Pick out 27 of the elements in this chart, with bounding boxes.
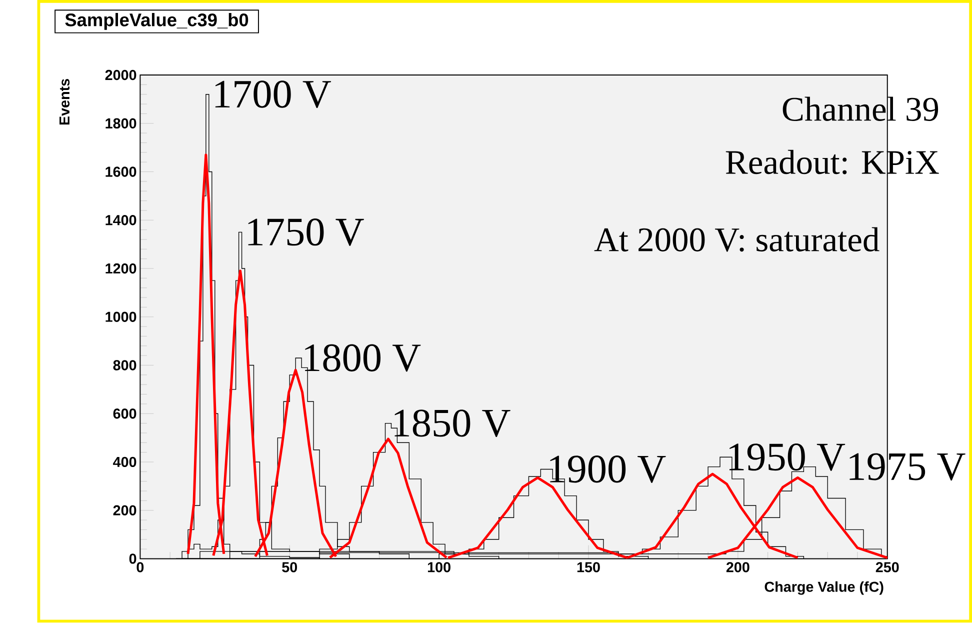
annotation: 1850 V — [394, 410, 510, 438]
y-tick-label: 1800 — [106, 118, 136, 129]
y-tick-label: 2000 — [105, 70, 136, 80]
annotation: 1900 V — [550, 456, 666, 484]
y-tick-label: 1600 — [106, 166, 136, 177]
x-tick-label: 50 — [282, 562, 297, 572]
x-tick-label: 100 — [428, 562, 450, 572]
x-tick-label: 200 — [726, 562, 750, 572]
x-tick-label: 0 — [136, 562, 144, 572]
x-axis-title: Charge Value (fC) — [764, 581, 884, 595]
x-tick-label: 250 — [876, 562, 899, 572]
annotation: 1750 V — [248, 218, 364, 246]
y-tick-label: 0 — [129, 554, 136, 564]
y-tick-label: 600 — [113, 408, 136, 419]
y-tick-label: 400 — [113, 457, 136, 468]
y-tick-label: 1400 — [106, 215, 136, 226]
y-tick-label: 1200 — [106, 264, 136, 274]
chart-title: SampleValue_c39_b0 — [65, 13, 248, 30]
x-tick-label: 150 — [577, 562, 600, 572]
annotation: 1800 V — [305, 344, 421, 372]
annotation: 1950 V — [729, 444, 846, 471]
y-tick-label: 1000 — [106, 312, 136, 322]
y-tick-label: 200 — [113, 505, 136, 516]
annotation: At 2000 V: saturated — [594, 227, 880, 252]
y-axis-title: Events — [60, 79, 70, 125]
annotation: 1700 V — [215, 80, 331, 108]
y-tick-label: 800 — [113, 360, 136, 370]
